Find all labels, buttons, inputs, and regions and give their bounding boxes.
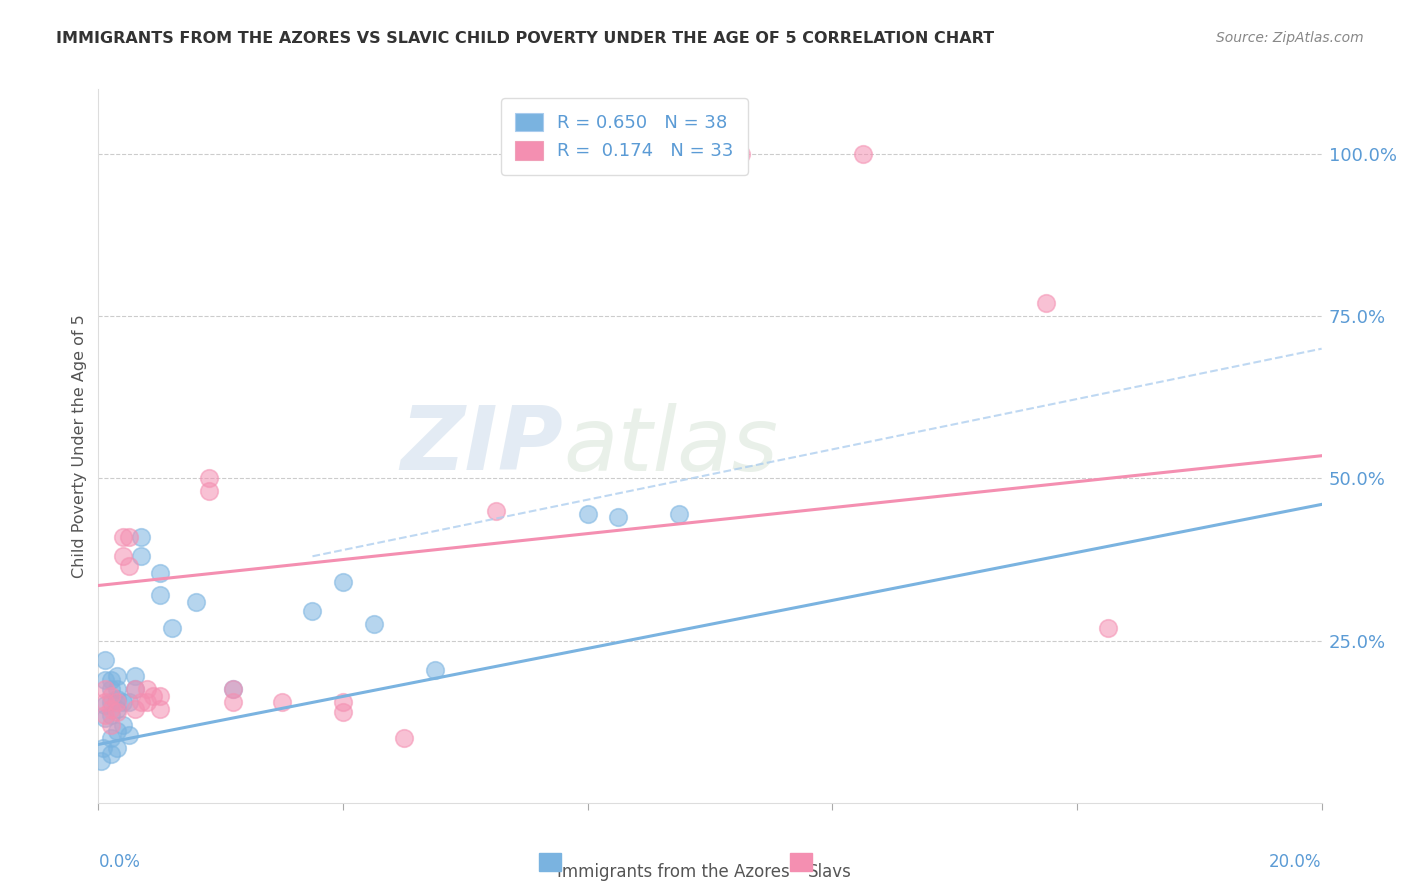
Point — [105, 692, 128, 706]
Point — [100, 702, 122, 716]
Point — [105, 705, 128, 719]
Point — [607, 510, 630, 524]
Point — [1097, 621, 1119, 635]
Point — [332, 705, 354, 719]
Text: Slavs: Slavs — [808, 863, 852, 881]
Text: IMMIGRANTS FROM THE AZORES VS SLAVIC CHILD POVERTY UNDER THE AGE OF 5 CORRELATIO: IMMIGRANTS FROM THE AZORES VS SLAVIC CHI… — [56, 31, 994, 46]
Point — [111, 530, 134, 544]
Y-axis label: Child Poverty Under the Age of 5: Child Poverty Under the Age of 5 — [72, 314, 87, 578]
Point — [197, 471, 219, 485]
Point — [93, 673, 115, 687]
Point — [363, 617, 385, 632]
Text: Source: ZipAtlas.com: Source: ZipAtlas.com — [1216, 31, 1364, 45]
Point — [118, 728, 141, 742]
Point — [222, 682, 245, 697]
Point — [149, 588, 172, 602]
Point — [118, 695, 141, 709]
Point — [124, 702, 146, 716]
Point — [100, 695, 122, 709]
Point — [129, 695, 152, 709]
Point — [160, 621, 183, 635]
Point — [93, 682, 115, 697]
Point — [730, 147, 752, 161]
Point — [90, 754, 112, 768]
Point — [668, 507, 690, 521]
Point — [93, 698, 115, 713]
Point — [222, 682, 245, 697]
Point — [124, 669, 146, 683]
Text: atlas: atlas — [564, 403, 778, 489]
Text: 20.0%: 20.0% — [1270, 853, 1322, 871]
Point — [124, 682, 146, 697]
Bar — [538, 853, 561, 871]
Point — [136, 695, 159, 709]
Point — [301, 604, 323, 618]
Point — [332, 695, 354, 709]
Point — [423, 663, 446, 677]
Point — [576, 507, 599, 521]
Point — [149, 702, 172, 716]
Point — [100, 747, 122, 761]
Point — [91, 740, 114, 755]
Point — [332, 575, 354, 590]
Point — [100, 731, 122, 745]
Point — [100, 682, 122, 697]
Point — [105, 724, 128, 739]
Point — [129, 549, 152, 564]
Point — [105, 669, 128, 683]
Point — [105, 682, 128, 697]
Point — [105, 702, 128, 716]
Point — [124, 682, 146, 697]
Point — [100, 689, 122, 703]
Point — [149, 566, 172, 580]
Point — [142, 689, 165, 703]
Point — [222, 695, 245, 709]
Point — [93, 695, 115, 709]
Point — [100, 673, 122, 687]
Point — [136, 682, 159, 697]
Point — [105, 740, 128, 755]
Point — [93, 708, 115, 723]
Point — [186, 595, 208, 609]
Point — [129, 530, 152, 544]
Point — [105, 695, 128, 709]
Point — [270, 695, 292, 709]
Point — [1035, 296, 1057, 310]
Point — [118, 559, 141, 574]
Point — [111, 695, 134, 709]
Point — [197, 484, 219, 499]
Legend: R = 0.650   N = 38, R =  0.174   N = 33: R = 0.650 N = 38, R = 0.174 N = 33 — [501, 98, 748, 175]
Point — [93, 711, 115, 725]
Point — [100, 708, 122, 723]
Point — [392, 731, 416, 745]
Point — [852, 147, 875, 161]
Point — [118, 530, 141, 544]
Point — [485, 504, 508, 518]
Text: ZIP: ZIP — [401, 402, 564, 490]
Point — [100, 718, 122, 732]
Bar — [790, 853, 811, 871]
Text: 0.0%: 0.0% — [98, 853, 141, 871]
Text: Immigrants from the Azores: Immigrants from the Azores — [557, 863, 790, 881]
Point — [111, 718, 134, 732]
Point — [149, 689, 172, 703]
Point — [93, 653, 115, 667]
Point — [111, 549, 134, 564]
